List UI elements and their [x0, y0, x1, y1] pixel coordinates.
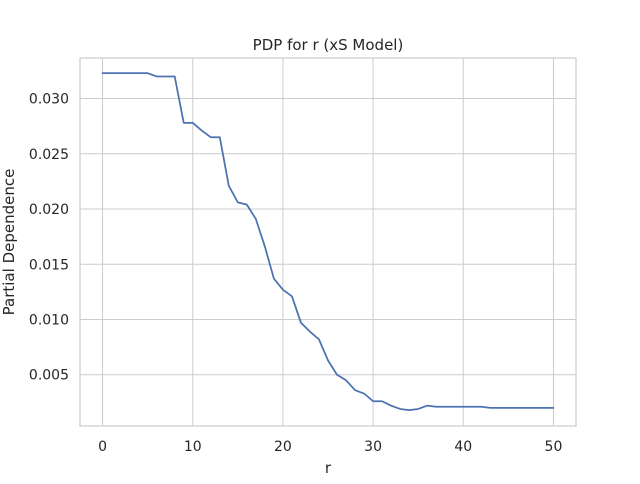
- series-layer: [101, 72, 555, 411]
- y-tick-label: 0.030: [29, 92, 69, 108]
- x-tick-label: 0: [98, 439, 107, 455]
- x-axis-label: r: [325, 459, 332, 477]
- plot-frame: [79, 57, 577, 427]
- x-tick-labels: 0 10 20 30 40 50: [98, 439, 562, 455]
- x-tick-label: 40: [454, 439, 472, 455]
- y-tick-labels: 0.005 0.010 0.015 0.020 0.025 0.030: [29, 92, 69, 384]
- x-tick-label: 20: [274, 439, 292, 455]
- y-tick-label: 0.015: [29, 257, 69, 273]
- x-tick-label: 50: [545, 439, 563, 455]
- series-line: [101, 72, 555, 411]
- y-tick-label: 0.020: [29, 202, 69, 218]
- y-tick-label: 0.010: [29, 312, 69, 328]
- y-tick-label: 0.025: [29, 147, 69, 163]
- chart-title: PDP for r (xS Model): [253, 36, 404, 54]
- y-axis-label: Partial Dependence: [0, 169, 18, 316]
- grid-lines: [80, 58, 576, 426]
- x-tick-label: 30: [364, 439, 382, 455]
- y-tick-label: 0.005: [29, 368, 69, 384]
- x-tick-label: 10: [184, 439, 202, 455]
